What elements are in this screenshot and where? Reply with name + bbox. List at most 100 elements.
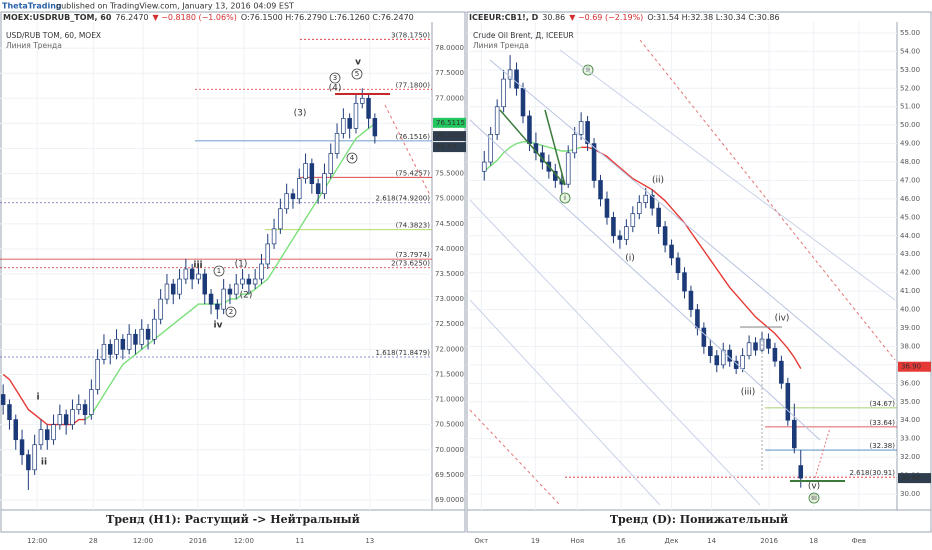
candle-body <box>13 419 18 441</box>
candle-body <box>196 273 201 280</box>
y-tick-label: 52.00 <box>900 84 920 92</box>
y-tick-label: 30.00 <box>900 490 920 498</box>
candle-body <box>792 419 797 449</box>
candle-body <box>315 183 321 195</box>
fib-label: 2(73.6250) <box>391 260 430 268</box>
x-tick-label: Ноя <box>570 537 584 545</box>
candle-body <box>353 102 359 129</box>
author[interactable]: ThetaTrading <box>2 2 62 11</box>
wave-label: (iv) <box>775 314 790 324</box>
ohlc-values: O:31.54 H:32.38 L:30.34 C:30.86 <box>647 13 779 22</box>
wave-label: v <box>355 58 361 68</box>
candle-body <box>630 213 636 227</box>
trend-label: Линия Тренда <box>6 41 62 50</box>
candle-body <box>171 283 176 295</box>
candle-body <box>101 343 107 360</box>
y-tick-label: 70.5000 <box>435 421 464 429</box>
candle-body <box>0 394 6 405</box>
price-badge-label: 76.2470 <box>436 132 465 140</box>
candle-body <box>514 69 519 89</box>
candle-body <box>501 78 506 108</box>
candle-body <box>578 121 584 135</box>
ohlc-values: O:76.1500 H:76.2790 L:76.1260 C:76.2470 <box>241 13 414 22</box>
x-tick-label: 19 <box>531 537 540 545</box>
chart-panel: 69.0000 69.5000 70.0000 70.5000 71.0000 71.50… <box>0 11 466 545</box>
candle-body <box>234 283 239 295</box>
fib-label: (73.7974) <box>396 251 431 259</box>
countdown-badge <box>433 142 466 153</box>
wave-circle <box>351 68 363 80</box>
wave-line <box>544 109 566 186</box>
price-badge <box>433 131 466 142</box>
y-tick-label: 77.5000 <box>435 69 464 77</box>
wave-label: (1) <box>235 260 248 270</box>
fib-label: (76.1516) <box>396 133 431 141</box>
y-tick-label: 42.00 <box>900 269 920 277</box>
channel-lines <box>335 39 896 506</box>
x-tick-label: 13 <box>365 537 374 545</box>
x-tick-label: 14 <box>707 537 716 545</box>
candle-body <box>57 414 63 425</box>
wave-label: 5 <box>355 70 359 78</box>
candle-body <box>753 342 758 351</box>
x-tick-label: 2016 <box>760 537 778 545</box>
x-tick-label: Окт <box>474 537 488 545</box>
price-badge-label: 30.86 <box>901 474 922 482</box>
y-tick-label: 70.0000 <box>435 446 464 454</box>
wave-label: (i) <box>625 254 635 264</box>
y-tick-label: 53.00 <box>900 66 920 74</box>
y-tick-label: 48.00 <box>900 158 920 166</box>
projection <box>814 427 831 479</box>
y-tick-label: 40.00 <box>900 306 920 314</box>
channel-line <box>469 299 661 506</box>
fib-label: (75.4257) <box>396 169 431 177</box>
candle-body <box>63 414 69 425</box>
y-tick-label: 51.00 <box>900 103 920 111</box>
wave-label: iii <box>193 261 202 271</box>
last-price: 76.2470 <box>115 13 148 22</box>
candle-body <box>372 118 378 137</box>
candle-body <box>158 298 163 320</box>
x-tick-label: 28 <box>89 537 98 545</box>
candle-body <box>746 342 752 357</box>
symbol: MOEX:USDRUB_TOM, 60 <box>3 13 112 22</box>
candle-body <box>126 333 132 350</box>
candle-body <box>227 288 233 295</box>
candle-body <box>585 121 590 144</box>
wave-label: ii <box>586 66 590 74</box>
candle-body <box>772 347 778 362</box>
candle-body <box>309 163 315 184</box>
candle-body <box>520 87 526 117</box>
candle-body <box>341 118 346 134</box>
y-tick-label: 34.00 <box>900 416 920 424</box>
candle-body <box>70 409 75 425</box>
wave-circle <box>225 306 237 318</box>
candle-body <box>708 346 713 357</box>
y-tick-label: 69.0000 <box>435 496 464 504</box>
candle-body <box>572 134 577 154</box>
channel-line <box>469 119 821 441</box>
candle-body <box>89 389 94 415</box>
y-tick-label: 71.0000 <box>435 396 464 404</box>
fib-label: (34.67) <box>869 400 895 408</box>
candle-body <box>494 106 500 135</box>
wave-circle <box>329 72 341 84</box>
price-badge <box>898 473 931 484</box>
y-tick-label: 47.00 <box>900 176 920 184</box>
wave-label: (3) <box>294 109 307 119</box>
candle-body <box>259 263 264 280</box>
candle-body <box>133 333 138 345</box>
candle-body <box>240 278 245 285</box>
candle-body <box>611 217 616 237</box>
candle-body <box>252 278 258 285</box>
channel-line <box>469 409 561 506</box>
candle-body <box>624 226 629 240</box>
fib-label: 1.618(71.8479) <box>376 349 431 357</box>
y-tick-label: 74.0000 <box>435 245 464 253</box>
y-tick-label: 54.00 <box>900 47 920 55</box>
candle-body <box>322 173 327 195</box>
wave-circle <box>808 492 820 504</box>
countdown: 58:57 <box>436 143 456 151</box>
y-tick-label: 71.5000 <box>435 370 464 378</box>
